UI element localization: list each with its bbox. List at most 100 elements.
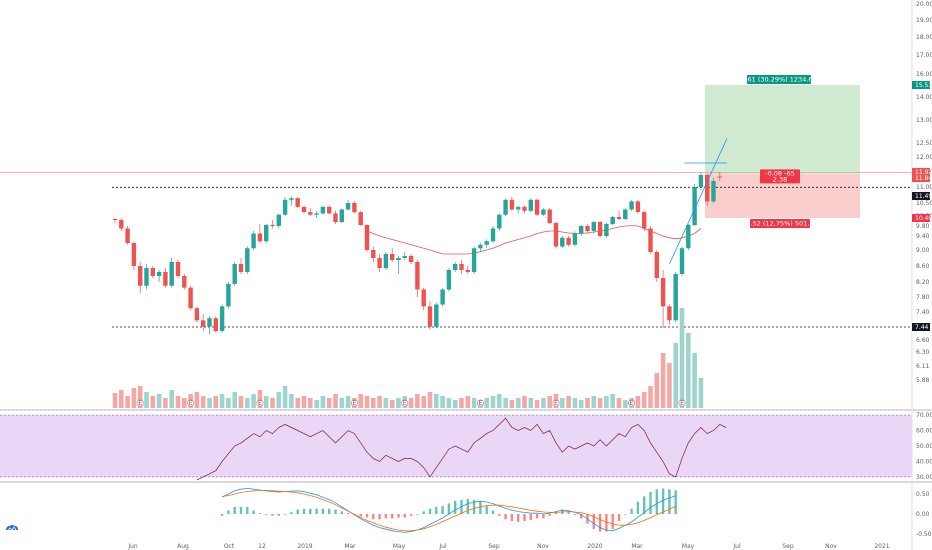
candle[interactable] [490, 226, 496, 243]
candle[interactable] [175, 260, 181, 278]
candle[interactable] [169, 258, 174, 288]
candle[interactable] [427, 300, 433, 330]
candle[interactable] [131, 241, 137, 270]
candle[interactable] [339, 208, 344, 223]
candle[interactable] [144, 264, 149, 290]
candle[interactable] [679, 246, 685, 277]
candle[interactable] [383, 252, 389, 270]
candle[interactable] [516, 205, 521, 214]
candle[interactable] [213, 316, 218, 333]
candle[interactable] [471, 246, 477, 275]
earnings-marker-icon[interactable]: E [401, 399, 409, 407]
macd-pane[interactable] [220, 487, 677, 533]
candle[interactable] [308, 208, 313, 216]
candle[interactable] [270, 220, 275, 229]
candle[interactable] [364, 224, 370, 252]
candle[interactable] [352, 201, 357, 214]
candle[interactable] [509, 196, 515, 211]
candle[interactable] [459, 260, 464, 274]
candle[interactable] [566, 236, 571, 247]
candle[interactable] [314, 210, 319, 218]
candle[interactable] [604, 223, 609, 238]
earnings-marker-icon[interactable]: E [678, 399, 686, 407]
candle[interactable] [396, 256, 401, 274]
candle[interactable] [654, 250, 659, 282]
loss-label[interactable]: 1.52 (12.75%) 501.2 [746, 219, 814, 228]
candle[interactable] [497, 213, 502, 231]
profit-zone[interactable] [705, 85, 860, 175]
candle[interactable] [629, 199, 634, 211]
candle[interactable] [408, 254, 414, 264]
candle[interactable] [610, 216, 615, 225]
candle[interactable] [616, 210, 622, 220]
candle[interactable] [119, 218, 124, 231]
candle[interactable] [301, 205, 307, 214]
candle[interactable] [358, 210, 363, 226]
candle[interactable] [560, 236, 565, 249]
candle[interactable] [276, 213, 281, 229]
earnings-marker-icon[interactable]: E [552, 399, 560, 407]
candle[interactable] [717, 172, 722, 181]
candle[interactable] [711, 178, 716, 203]
earnings-marker-icon[interactable]: E [256, 399, 264, 407]
candle[interactable] [446, 268, 452, 292]
candle[interactable] [390, 248, 395, 262]
earnings-marker-icon[interactable]: E [187, 399, 195, 407]
candle[interactable] [591, 221, 596, 234]
candle[interactable] [623, 208, 628, 220]
candle[interactable] [345, 199, 351, 211]
candle[interactable] [257, 224, 263, 243]
candle[interactable] [528, 198, 533, 213]
candle[interactable] [465, 266, 470, 274]
earnings-marker-icon[interactable]: E [628, 399, 636, 407]
candle[interactable] [415, 260, 420, 297]
candle[interactable] [440, 287, 445, 307]
price-pane[interactable]: E E E E E E E E E 3.61 (30.29%) 1234.65 -0.08 -652… [0, 75, 912, 408]
candle[interactable] [534, 198, 540, 216]
candle[interactable] [245, 246, 250, 275]
candle[interactable] [238, 258, 244, 274]
candle[interactable] [150, 266, 155, 278]
pnl-label[interactable]: -0.08 -652.38 [760, 169, 800, 184]
candle[interactable] [156, 270, 162, 282]
candle[interactable] [264, 224, 269, 243]
candle[interactable] [585, 224, 590, 234]
candle[interactable] [226, 282, 231, 309]
candle[interactable] [219, 304, 225, 333]
candle[interactable] [484, 239, 489, 249]
candle[interactable] [320, 205, 326, 215]
candle[interactable] [698, 172, 704, 191]
candle[interactable] [541, 208, 546, 216]
candle[interactable] [553, 222, 559, 249]
candle[interactable] [251, 231, 256, 250]
candle[interactable] [522, 205, 527, 214]
candle[interactable] [597, 221, 603, 238]
candle[interactable] [377, 254, 382, 272]
rsi-pane[interactable] [0, 414, 912, 481]
candle[interactable] [421, 287, 426, 311]
candle[interactable] [333, 210, 338, 224]
trend-line[interactable] [669, 138, 728, 265]
candle[interactable] [125, 226, 130, 245]
candle[interactable] [402, 252, 407, 260]
candle[interactable] [207, 316, 212, 334]
candle[interactable] [295, 196, 300, 209]
candle[interactable] [579, 225, 584, 236]
profit-label[interactable]: 3.61 (30.29%) 1234.65 [741, 75, 817, 84]
candle[interactable] [572, 231, 578, 247]
candle[interactable] [547, 208, 552, 224]
candle[interactable] [138, 262, 143, 294]
candle[interactable] [705, 173, 710, 206]
earnings-marker-icon[interactable]: E [136, 399, 144, 407]
earnings-marker-icon[interactable]: E [476, 399, 484, 407]
candle[interactable] [188, 285, 193, 311]
candle[interactable] [686, 224, 691, 250]
candle[interactable] [503, 198, 508, 216]
candle[interactable] [232, 262, 237, 286]
candle[interactable] [182, 274, 187, 290]
candle[interactable] [642, 210, 647, 231]
candle[interactable] [194, 306, 200, 323]
earnings-marker-icon[interactable]: E [350, 399, 358, 407]
candle[interactable] [453, 262, 458, 272]
